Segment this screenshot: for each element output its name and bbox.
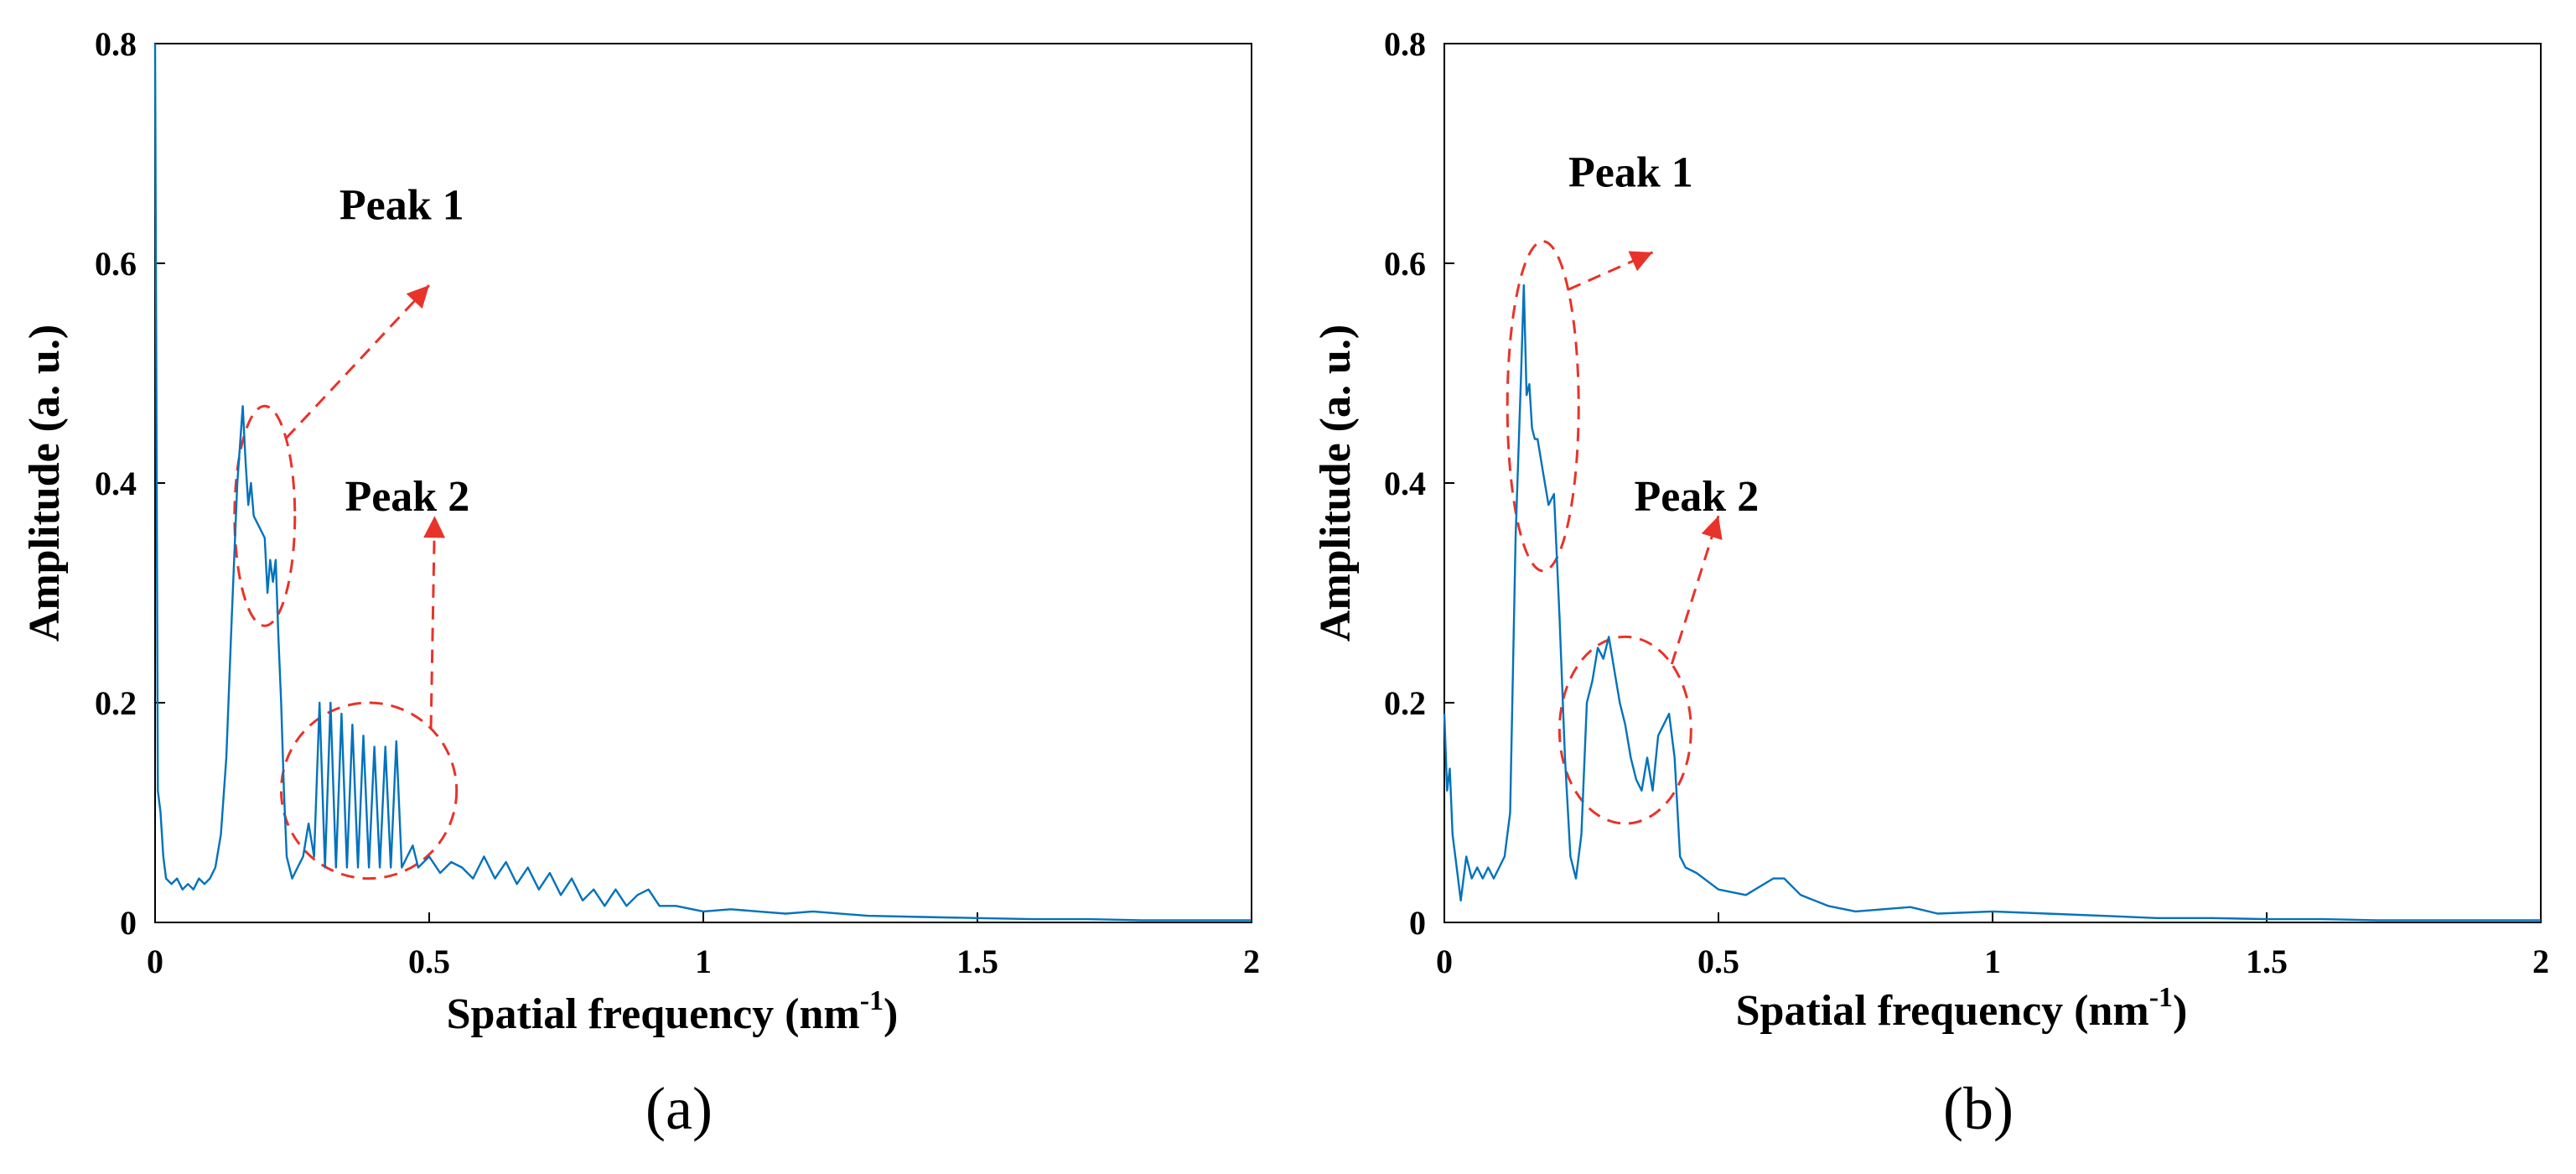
annotation-arrowhead-icon xyxy=(1628,251,1653,272)
chart-panel-a: 0 0.5 1 1.5 2 0 0.2 0.4 0.6 0.8 Peak 1 Peak 2 Ampl… xyxy=(21,25,1260,1142)
annotation-arrowhead-icon xyxy=(423,516,446,538)
y-tick-label: 0.4 xyxy=(1384,465,1426,502)
y-tick-label: 0.8 xyxy=(95,25,137,63)
annotation-arrow-line xyxy=(285,284,431,439)
y-tick-label: 0.6 xyxy=(1384,245,1426,283)
x-tick-label: 1 xyxy=(695,943,712,980)
data-series-line xyxy=(1443,284,2541,922)
peak-label: Peak 1 xyxy=(1568,148,1693,196)
annotation-group: Peak 1 Peak 2 xyxy=(233,182,469,880)
y-tick-label: 0 xyxy=(120,904,137,942)
y-tick-label: 0.6 xyxy=(95,245,137,283)
y-tick-label: 0.2 xyxy=(1384,684,1426,722)
data-series-line xyxy=(153,43,1252,922)
annotation-arrow-line xyxy=(1670,515,1720,665)
y-axis-label: Amplitude (a. u.) xyxy=(1312,325,1360,642)
x-axis-label-superscript: -1 xyxy=(860,985,884,1016)
plot-frame xyxy=(154,43,1252,923)
x-axis-label: Spatial frequency (nm-1) xyxy=(1736,982,2188,1035)
peak-highlight-ellipse xyxy=(1506,240,1580,573)
x-tick-label: 2 xyxy=(1243,943,1260,980)
y-tick-label: 0 xyxy=(1409,904,1426,942)
peak-label: Peak 2 xyxy=(1634,473,1759,521)
x-axis-label-superscript: -1 xyxy=(2149,982,2173,1013)
x-tick-label: 1 xyxy=(1984,943,2001,980)
x-axis-label-main: Spatial frequency (nm xyxy=(1736,987,2149,1035)
x-tick-label: 1.5 xyxy=(956,943,998,980)
peak-highlight-ellipse xyxy=(1558,635,1692,825)
x-tick-label: 0.5 xyxy=(1697,943,1739,980)
y-tick-label: 0.4 xyxy=(95,465,137,502)
x-tick-label: 0 xyxy=(147,943,163,980)
y-tick-label: 0.2 xyxy=(95,684,137,722)
chart-panel-b: 0 0.5 1 1.5 2 0 0.2 0.4 0.6 0.8 Peak 1 Peak 2 Ampl… xyxy=(1312,25,2549,1142)
panel-label: (b) xyxy=(1943,1075,2014,1142)
peak-highlight-ellipse xyxy=(279,701,459,880)
peak-highlight-ellipse xyxy=(233,404,297,627)
x-tick-label: 0 xyxy=(1436,943,1453,980)
x-axis-label-tail: ) xyxy=(884,990,898,1038)
y-tick-label: 0.8 xyxy=(1384,25,1426,63)
panel-label: (a) xyxy=(645,1075,713,1142)
annotation-arrowhead-icon xyxy=(1701,516,1723,540)
tick-group: 0 0.5 1 1.5 2 0 0.2 0.4 0.6 0.8 xyxy=(1384,25,2549,980)
x-tick-label: 1.5 xyxy=(2246,943,2288,980)
x-axis-label-tail: ) xyxy=(2173,987,2187,1035)
x-axis-label: Spatial frequency (nm-1) xyxy=(447,985,899,1038)
annotation-arrow-line xyxy=(429,516,437,729)
y-axis-label: Amplitude (a. u.) xyxy=(21,325,69,642)
peak-label: Peak 2 xyxy=(345,473,469,521)
tick-group: 0 0.5 1 1.5 2 0 0.2 0.4 0.6 0.8 xyxy=(95,25,1260,980)
x-tick-label: 2 xyxy=(2532,943,2549,980)
x-tick-label: 0.5 xyxy=(408,943,450,980)
peak-label: Peak 1 xyxy=(339,182,464,230)
x-axis-label-main: Spatial frequency (nm xyxy=(447,990,860,1038)
annotation-group: Peak 1 Peak 2 xyxy=(1506,148,1759,825)
annotation-arrowhead-icon xyxy=(406,285,429,309)
